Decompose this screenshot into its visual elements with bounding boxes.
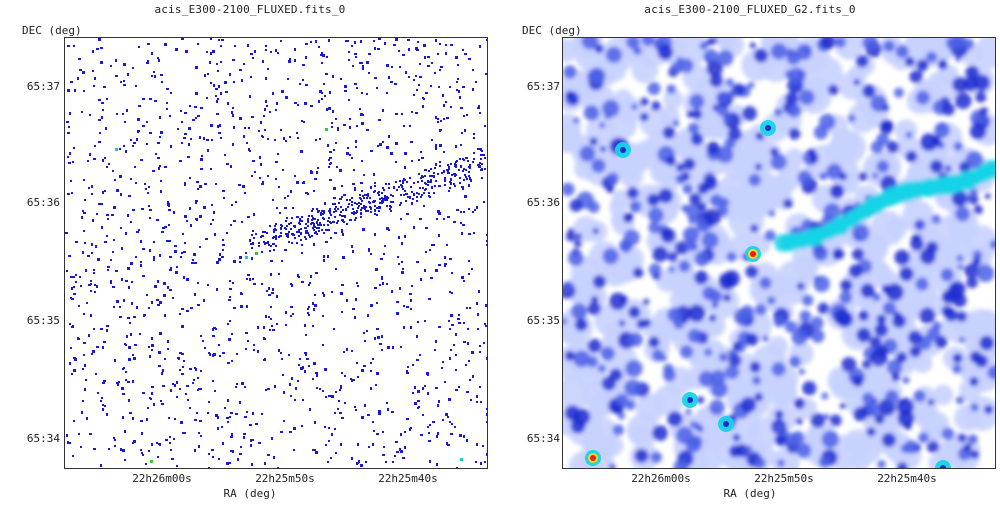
right-panel: acis_E300-2100_FLUXED_G2.fits_0 DEC (deg… — [500, 0, 1000, 507]
panel-title: acis_E300-2100_FLUXED.fits_0 — [154, 3, 346, 16]
x-tick-label: 22h25m50s — [754, 472, 814, 485]
left-panel: acis_E300-2100_FLUXED.fits_0 DEC (deg) 6… — [22, 3, 488, 500]
y-tick-label: 65:36 — [526, 196, 560, 209]
raw-image-canvas — [65, 38, 487, 468]
x-axis-label: RA (deg) — [223, 487, 277, 500]
image-plot-smoothed[interactable] — [562, 37, 996, 469]
y-tick-label: 65:37 — [526, 80, 560, 93]
y-tick-label: 65:35 — [526, 314, 560, 327]
image-plot-raw[interactable] — [64, 37, 488, 469]
x-tick-label: 22h26m00s — [132, 472, 192, 485]
y-tick-label: 65:35 — [26, 314, 60, 327]
x-tick-label: 22h26m00s — [631, 472, 691, 485]
y-tick-label: 65:37 — [26, 80, 60, 93]
smoothed-image-canvas — [563, 38, 995, 468]
y-axis-label: DEC (deg) — [22, 24, 82, 37]
x-tick-label: 22h25m40s — [378, 472, 438, 485]
panel-title: acis_E300-2100_FLUXED_G2.fits_0 — [644, 3, 856, 16]
y-tick-label: 65:34 — [526, 432, 560, 445]
y-axis-label: DEC (deg) — [522, 24, 582, 37]
y-tick-label: 65:34 — [26, 432, 60, 445]
x-tick-label: 22h25m40s — [877, 472, 937, 485]
x-tick-label: 22h25m50s — [255, 472, 315, 485]
x-axis-label: RA (deg) — [723, 487, 777, 500]
y-tick-label: 65:36 — [26, 196, 60, 209]
